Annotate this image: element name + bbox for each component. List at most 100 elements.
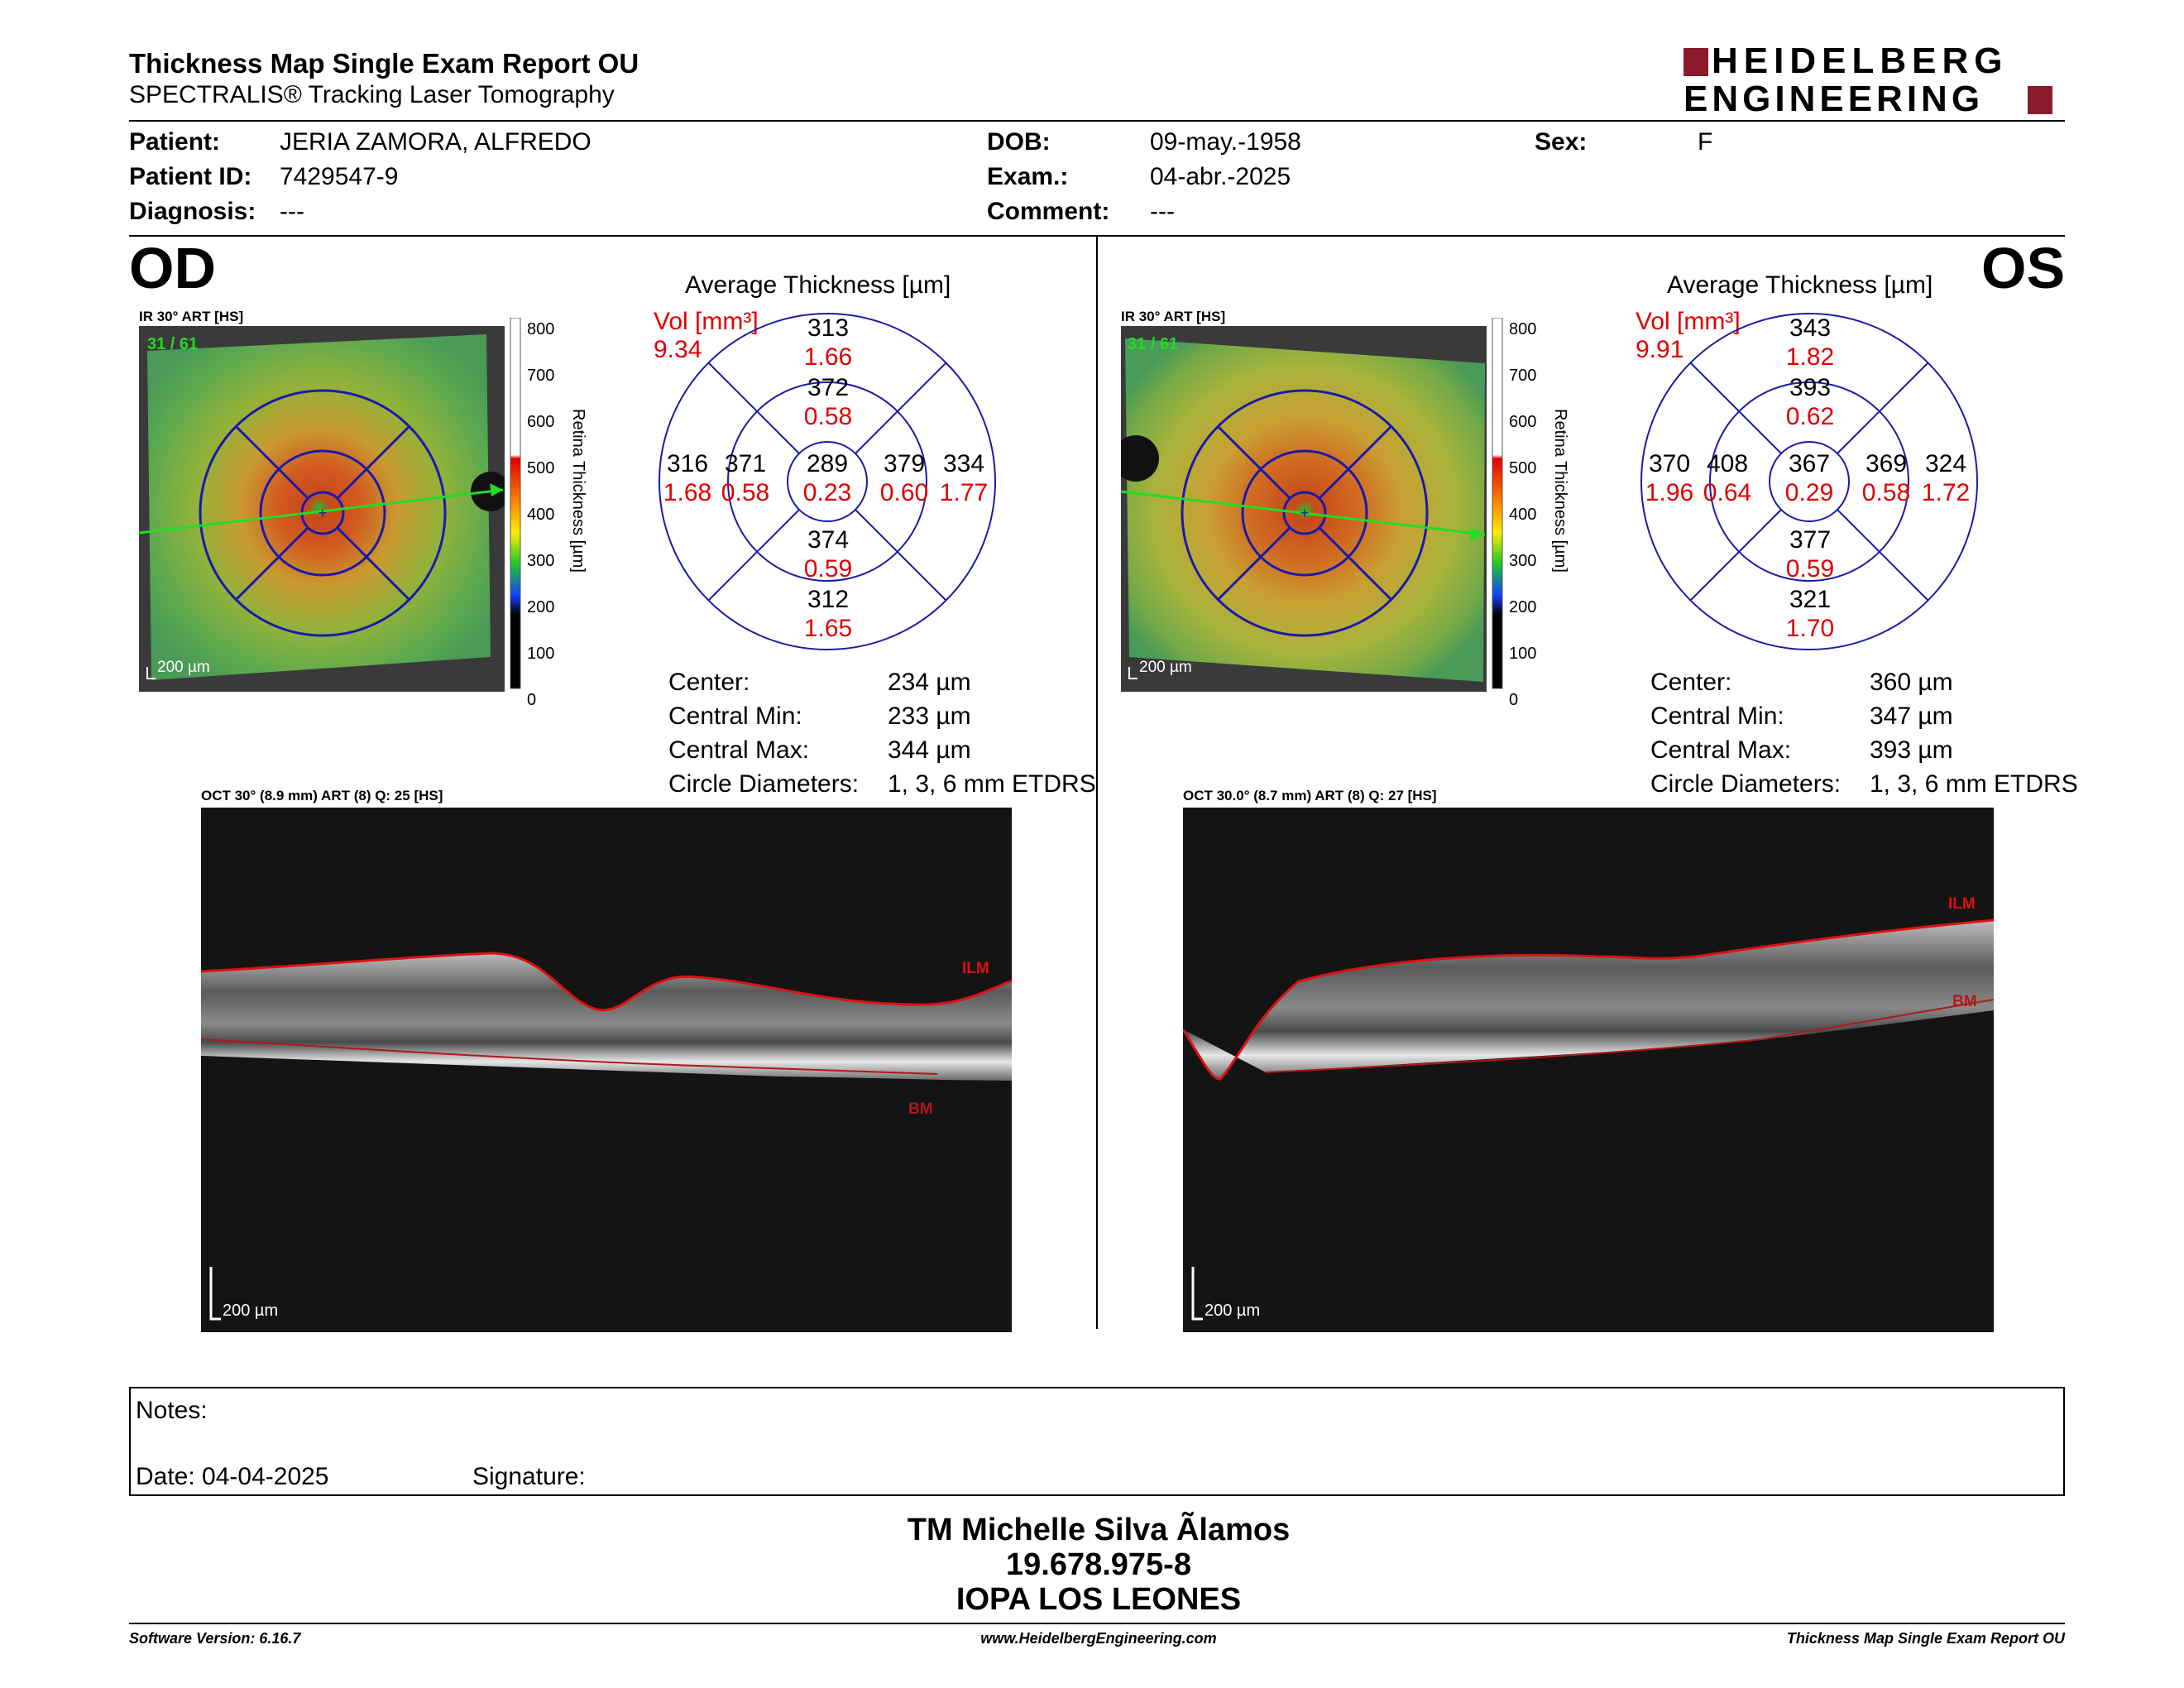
os-outer-left-thickness: 370 [1648, 450, 1691, 477]
os-sector-inner-left: 408 0.64 [1694, 449, 1760, 507]
os-inner-right-thickness: 369 [1865, 450, 1908, 477]
os-ir-scale: 200 µm [1139, 659, 1192, 676]
eye-os-label: OS [1981, 236, 2066, 300]
od-inner-left-thickness: 371 [724, 450, 767, 477]
od-etdrs-grid: 313 1.66 372 0.58 316 1.68 371 0.58 289 … [658, 312, 997, 651]
os-inner-right-volume: 0.58 [1861, 479, 1911, 506]
od-tick-0: 0 [527, 691, 537, 709]
os-sector-inner-top: 393 0.62 [1781, 373, 1839, 431]
os-outer-left-volume: 1.96 [1645, 479, 1694, 506]
os-sector-outer-right: 324 1.72 [1913, 449, 1979, 507]
od-ir-label: IR 30° ART [HS] [139, 309, 244, 324]
logo-red-block-top [1684, 48, 1708, 76]
os-tick-600: 600 [1509, 413, 1537, 431]
os-thickness-map: + 31 / 61 200 µm [1113, 326, 1487, 692]
od-outer-right-thickness: 334 [942, 450, 985, 477]
svg-text:+: + [318, 505, 328, 521]
header-divider [129, 120, 2065, 122]
od-tick-200: 200 [527, 598, 555, 616]
od-inner-bottom-thickness: 374 [807, 526, 850, 554]
notes-label: Notes: [136, 1397, 208, 1424]
od-tick-400: 400 [527, 506, 555, 524]
os-oct-bscan: ILM BM 200 µm [1181, 808, 1995, 1332]
os-tick-400: 400 [1509, 506, 1537, 524]
od-oct-bscan: ILM BM 200 µm [200, 808, 1013, 1332]
od-ir-counter: 31 / 61 [147, 335, 198, 353]
os-inner-bottom-thickness: 377 [1789, 526, 1832, 554]
od-ir-scale: 200 µm [157, 659, 210, 676]
footer-report-name: Thickness Map Single Exam Report OU [1786, 1630, 2065, 1647]
od-min-label: Central Min: [668, 703, 802, 730]
od-bm-label: BM [908, 1101, 933, 1118]
notes-date: Date: 04-04-2025 [136, 1463, 329, 1490]
os-sector-inner-right: 369 0.58 [1853, 449, 1919, 507]
comment-value: --- [1150, 198, 1175, 225]
od-outer-top-volume: 1.66 [803, 343, 853, 371]
od-outer-left-thickness: 316 [666, 450, 709, 477]
patient-id: 7429547-9 [280, 163, 399, 190]
os-tick-100: 100 [1509, 645, 1537, 663]
od-max-value: 344 µm [888, 736, 971, 764]
od-inner-right-thickness: 379 [883, 450, 926, 477]
os-inner-bottom-volume: 0.59 [1785, 555, 1835, 583]
os-colorbar-ticks: 800 700 600 500 400 300 200 100 0 [1509, 306, 1536, 723]
footer-website[interactable]: www.HeidelbergEngineering.com [980, 1630, 1217, 1647]
os-ilm-label: ILM [1948, 895, 1976, 913]
od-tick-300: 300 [527, 552, 555, 570]
od-sector-outer-top: 313 1.66 [799, 314, 857, 372]
od-thickness-map: + 31 / 61 200 µm [138, 326, 510, 692]
exam-value: 04-abr.-2025 [1150, 163, 1291, 190]
exam-label: Exam.: [987, 163, 1069, 190]
od-tick-500: 500 [527, 459, 555, 477]
os-outer-bottom-thickness: 321 [1789, 586, 1832, 613]
od-inner-top-volume: 0.58 [803, 403, 853, 430]
od-outer-right-volume: 1.77 [939, 479, 989, 506]
os-outer-right-volume: 1.72 [1921, 479, 1971, 506]
os-vol-label: Vol [mm³] [1636, 308, 1741, 335]
os-tick-800: 800 [1509, 320, 1537, 338]
diagnosis-value: --- [280, 198, 304, 225]
os-avg-title: Average Thickness [µm] [1667, 271, 1933, 299]
os-oct-scale: 200 µm [1205, 1302, 1260, 1320]
od-circ-label: Circle Diameters: [668, 770, 860, 798]
od-inner-left-volume: 0.58 [721, 479, 770, 506]
os-tick-300: 300 [1509, 552, 1537, 570]
od-inner-bottom-volume: 0.59 [803, 555, 853, 583]
os-min-label: Central Min: [1650, 703, 1784, 730]
logo-text-engineering: ENGINEERING [1684, 79, 1985, 119]
eye-od-label: OD [129, 236, 216, 300]
od-colorbar-title: Retina Thickness [µm] [569, 409, 587, 573]
os-colorbar: 800 700 600 500 400 300 200 100 0 Retina… [1491, 317, 1615, 709]
os-optic-disc [1113, 435, 1159, 482]
os-inner-left-thickness: 408 [1706, 450, 1749, 477]
os-max-value: 393 µm [1870, 736, 1953, 764]
od-max-label: Central Max: [668, 736, 810, 764]
od-sector-outer-right: 334 1.77 [931, 449, 997, 507]
od-sector-inner-left: 371 0.58 [712, 449, 778, 507]
dob-value: 09-may.-1958 [1150, 128, 1301, 156]
footer-software-version: Software Version: 6.16.7 [129, 1630, 301, 1647]
od-inner-top-thickness: 372 [807, 374, 850, 401]
od-outer-top-thickness: 313 [807, 314, 850, 342]
od-tick-600: 600 [527, 413, 555, 431]
od-vol-label: Vol [mm³] [654, 308, 759, 335]
os-outer-top-thickness: 343 [1789, 314, 1832, 342]
od-tick-100: 100 [527, 645, 555, 663]
os-sector-inner-bottom: 377 0.59 [1781, 525, 1839, 583]
os-colorbar-title: Retina Thickness [µm] [1551, 409, 1569, 573]
footer-divider [129, 1623, 2065, 1624]
os-outer-bottom-volume: 1.70 [1785, 615, 1835, 642]
os-inner-top-volume: 0.62 [1785, 403, 1835, 430]
od-center-value: 234 µm [888, 669, 971, 696]
notes-box[interactable]: Notes: Date: 04-04-2025 Signature: [129, 1387, 2065, 1496]
os-sector-outer-top: 343 1.82 [1781, 314, 1839, 372]
os-ir-label: IR 30° ART [HS] [1121, 309, 1226, 324]
od-ilm-label: ILM [962, 960, 989, 977]
os-min-value: 347 µm [1870, 703, 1953, 730]
od-center-label: Center: [668, 669, 750, 696]
od-oct-label: OCT 30° (8.9 mm) ART (8) Q: 25 [HS] [201, 788, 443, 803]
dob-label: DOB: [987, 128, 1051, 156]
os-outer-right-thickness: 324 [1924, 450, 1967, 477]
od-outer-bottom-volume: 1.65 [803, 615, 853, 642]
od-inner-right-volume: 0.60 [879, 479, 929, 506]
